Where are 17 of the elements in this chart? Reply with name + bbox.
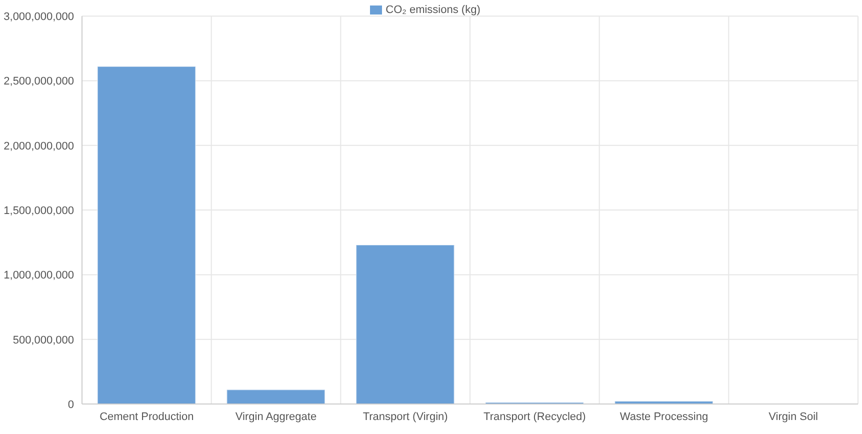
y-tick-label: 500,000,000 [12,334,74,346]
x-tick-label: Waste Processing [620,410,708,423]
legend-label: CO₂ emissions (kg) [386,4,480,16]
y-tick-label: 2,000,000,000 [4,140,74,152]
y-tick-label: 0 [68,398,74,411]
x-tick-label: Cement Production [100,410,194,423]
y-tick-label: 1,500,000,000 [4,204,74,217]
x-tick-label: Virgin Aggregate [235,410,317,423]
x-tick-label: Virgin Soil [768,410,818,423]
bar [226,389,326,404]
y-tick-label: 3,000,000,000 [4,11,74,23]
bar [97,66,196,404]
bar [356,244,455,404]
y-tick-label: 2,500,000,000 [4,76,74,88]
x-tick-label: Transport (Recycled) [484,410,586,423]
x-tick-label: Transport (Virgin) [362,410,448,423]
y-tick-label: 1,000,000,000 [4,270,74,282]
